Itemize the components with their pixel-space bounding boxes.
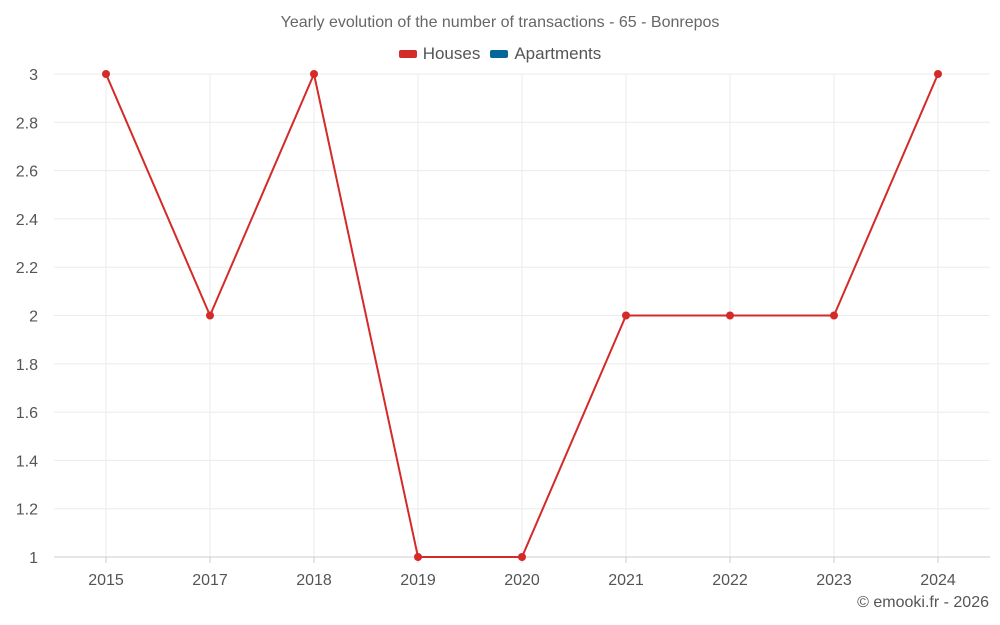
y-tick-label: 1.8	[16, 357, 38, 374]
legend-label-houses: Houses	[422, 44, 481, 63]
y-tick-label: 2	[29, 309, 38, 326]
legend-swatch-apartments	[490, 50, 509, 58]
legend-label-apartments: Apartments	[514, 44, 602, 63]
chart-title: Yearly evolution of the number of transa…	[280, 14, 720, 31]
data-point-houses	[830, 311, 838, 320]
x-tick-label: 2018	[296, 572, 332, 589]
data-point-houses	[726, 311, 734, 320]
x-tick-label: 2019	[400, 572, 436, 589]
y-tick-label: 3	[29, 67, 38, 84]
y-tick-label: 2.6	[16, 164, 38, 181]
credit-text: © emooki.fr - 2026	[857, 594, 989, 611]
y-tick-label: 1.4	[16, 453, 38, 470]
x-tick-label: 2020	[504, 572, 540, 589]
x-tick-label: 2017	[192, 572, 228, 589]
y-tick-label: 1.2	[16, 502, 38, 519]
y-tick-label: 2.2	[16, 260, 38, 277]
data-point-houses	[206, 311, 214, 320]
data-point-houses	[934, 70, 942, 78]
legend-swatch-houses	[398, 50, 417, 58]
data-point-houses	[518, 553, 526, 561]
y-tick-label: 2.4	[16, 212, 38, 229]
y-tick-label: 1.6	[16, 405, 38, 422]
data-point-houses	[102, 70, 110, 78]
x-tick-label: 2015	[88, 572, 124, 589]
x-tick-label: 2022	[712, 572, 748, 589]
data-point-houses	[414, 553, 422, 561]
x-tick-label: 2023	[816, 572, 852, 589]
data-point-houses	[622, 311, 630, 320]
chart-legend: Houses Apartments	[0, 44, 1000, 64]
y-tick-label: 2.8	[16, 115, 38, 132]
x-tick-label: 2021	[608, 572, 644, 589]
data-point-houses	[310, 70, 318, 78]
legend-item-apartments[interactable]: Apartments	[490, 44, 601, 64]
legend-item-houses[interactable]: Houses	[398, 44, 481, 64]
y-tick-label: 1	[29, 550, 38, 567]
x-tick-label: 2024	[920, 572, 956, 589]
